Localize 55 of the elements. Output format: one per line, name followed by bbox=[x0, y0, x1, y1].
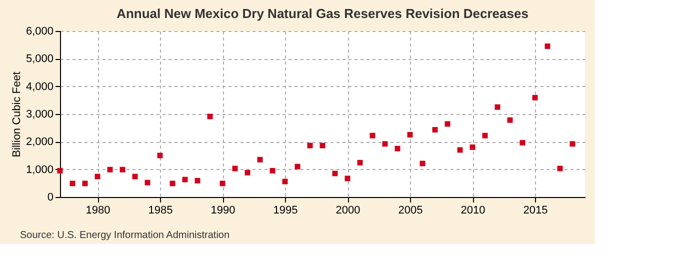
x-tick-label: 1980 bbox=[86, 204, 110, 216]
y-tick-label: 3,000 bbox=[26, 108, 54, 120]
y-tick-label: 4,000 bbox=[26, 80, 54, 93]
point bbox=[244, 170, 250, 176]
point bbox=[382, 141, 388, 147]
point bbox=[82, 180, 88, 186]
point bbox=[470, 144, 476, 150]
point bbox=[532, 94, 538, 100]
point bbox=[57, 168, 63, 174]
point bbox=[357, 160, 363, 166]
y-tick-label: 1,000 bbox=[26, 164, 54, 176]
x-tick-label: 2010 bbox=[460, 204, 486, 216]
x-tick-label: 2005 bbox=[398, 204, 423, 216]
source-note: Source: U.S. Energy Information Administration bbox=[20, 230, 230, 241]
point bbox=[370, 132, 376, 138]
point bbox=[494, 104, 500, 110]
point bbox=[444, 121, 450, 127]
point bbox=[70, 180, 76, 186]
point bbox=[457, 147, 463, 153]
point bbox=[107, 166, 113, 172]
point bbox=[182, 176, 188, 182]
point bbox=[507, 117, 513, 123]
point bbox=[120, 166, 126, 172]
point bbox=[432, 127, 438, 133]
point bbox=[344, 176, 350, 182]
point bbox=[420, 160, 426, 166]
x-tick-label: 2015 bbox=[523, 204, 548, 216]
point bbox=[220, 180, 226, 186]
y-tick-label: 0 bbox=[47, 192, 54, 204]
x-tick-label: 1995 bbox=[273, 204, 298, 216]
point bbox=[320, 142, 326, 148]
x-tick-label: 2000 bbox=[336, 204, 360, 216]
point bbox=[94, 174, 100, 180]
y-tick-label: 2,000 bbox=[26, 136, 54, 148]
point bbox=[257, 156, 263, 162]
point bbox=[394, 146, 400, 152]
point bbox=[544, 43, 550, 49]
point bbox=[407, 132, 413, 138]
y-tick-label: 5,000 bbox=[26, 53, 54, 66]
point bbox=[170, 180, 176, 186]
x-tick-label: 1985 bbox=[148, 204, 173, 216]
chart-title: Annual New Mexico Dry Natural Gas Reserves Revision Decreases bbox=[116, 6, 528, 21]
y-tick-label: 6,000 bbox=[26, 26, 54, 38]
point bbox=[194, 178, 200, 184]
x-tick-label: 1990 bbox=[210, 204, 236, 216]
point bbox=[132, 174, 138, 180]
point bbox=[570, 141, 576, 147]
point bbox=[520, 140, 526, 146]
point bbox=[270, 168, 276, 174]
y-axis-title: Billion Cubic Feet bbox=[10, 72, 23, 158]
point bbox=[482, 132, 488, 138]
point bbox=[332, 170, 338, 176]
point bbox=[294, 164, 300, 170]
point bbox=[307, 142, 313, 148]
point bbox=[144, 180, 150, 186]
